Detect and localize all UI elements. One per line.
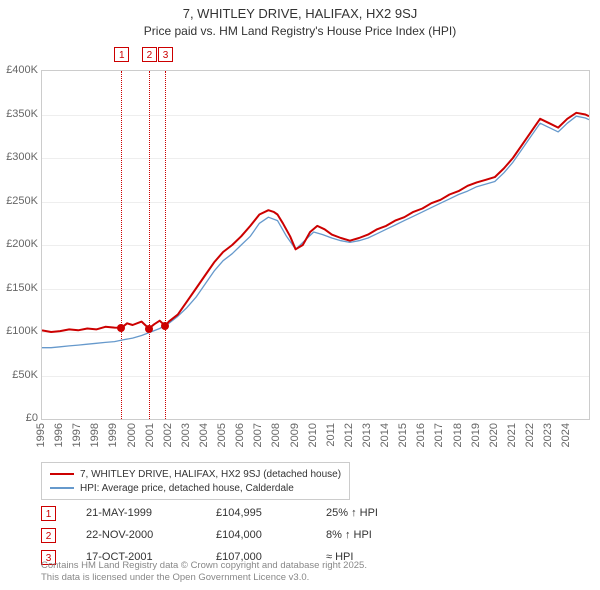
sale-marker <box>117 324 125 332</box>
x-tick-label: 2000 <box>126 423 138 447</box>
series-hpi <box>42 116 589 348</box>
series-property <box>42 113 589 332</box>
legend-swatch <box>50 473 74 475</box>
x-tick-label: 2006 <box>234 423 246 447</box>
sale-date: 21-MAY-1999 <box>86 507 216 519</box>
x-tick-label: 2009 <box>289 423 301 447</box>
x-tick-label: 2019 <box>470 423 482 447</box>
sale-marker-box: 1 <box>41 506 56 521</box>
chart-title: 7, WHITLEY DRIVE, HALIFAX, HX2 9SJ <box>0 6 600 21</box>
annotation-box: 3 <box>158 47 173 62</box>
footer-line: Contains HM Land Registry data © Crown c… <box>41 560 367 572</box>
legend-item: 7, WHITLEY DRIVE, HALIFAX, HX2 9SJ (deta… <box>50 467 341 481</box>
sale-date: 22-NOV-2000 <box>86 529 216 541</box>
annotation-box: 1 <box>114 47 129 62</box>
x-tick-label: 1996 <box>53 423 65 447</box>
y-tick-label: £250K <box>0 195 38 207</box>
x-tick-label: 2018 <box>452 423 464 447</box>
annotation-box: 2 <box>142 47 157 62</box>
y-tick-label: £150K <box>0 282 38 294</box>
sale-row: 2 22-NOV-2000 £104,000 8% ↑ HPI <box>41 526 372 544</box>
legend-label: HPI: Average price, detached house, Cald… <box>80 483 294 494</box>
y-tick-label: £200K <box>0 238 38 250</box>
x-tick-label: 1997 <box>71 423 83 447</box>
x-tick-label: 2003 <box>180 423 192 447</box>
x-tick-label: 2008 <box>270 423 282 447</box>
x-tick-label: 2020 <box>488 423 500 447</box>
y-tick-label: £0 <box>0 412 38 424</box>
x-tick-label: 1995 <box>35 423 47 447</box>
x-tick-label: 2012 <box>343 423 355 447</box>
x-tick-label: 2002 <box>162 423 174 447</box>
y-tick-label: £50K <box>0 369 38 381</box>
legend-swatch <box>50 487 74 489</box>
x-tick-label: 2013 <box>361 423 373 447</box>
sale-delta: 8% ↑ HPI <box>326 529 372 541</box>
x-tick-label: 2024 <box>560 423 572 447</box>
y-tick-label: £100K <box>0 325 38 337</box>
y-tick-label: £350K <box>0 108 38 120</box>
x-tick-label: 2022 <box>524 423 536 447</box>
y-tick-label: £400K <box>0 64 38 76</box>
x-tick-label: 2004 <box>198 423 210 447</box>
footer-line: This data is licensed under the Open Gov… <box>41 572 367 584</box>
x-tick-label: 2001 <box>144 423 156 447</box>
legend-label: 7, WHITLEY DRIVE, HALIFAX, HX2 9SJ (deta… <box>80 469 341 480</box>
sale-marker-box: 2 <box>41 528 56 543</box>
y-tick-label: £300K <box>0 151 38 163</box>
chart-subtitle: Price paid vs. HM Land Registry's House … <box>0 24 600 38</box>
footer: Contains HM Land Registry data © Crown c… <box>41 560 367 584</box>
x-tick-label: 2021 <box>506 423 518 447</box>
x-tick-label: 1999 <box>107 423 119 447</box>
sale-marker <box>145 325 153 333</box>
chart-container: 7, WHITLEY DRIVE, HALIFAX, HX2 9SJ Price… <box>0 0 600 590</box>
x-tick-label: 2023 <box>542 423 554 447</box>
x-tick-label: 2014 <box>379 423 391 447</box>
legend: 7, WHITLEY DRIVE, HALIFAX, HX2 9SJ (deta… <box>41 462 350 500</box>
x-tick-label: 2016 <box>415 423 427 447</box>
sale-marker <box>161 322 169 330</box>
x-tick-label: 2011 <box>325 423 337 447</box>
sale-delta: 25% ↑ HPI <box>326 507 378 519</box>
series-svg <box>42 71 589 419</box>
sale-row: 1 21-MAY-1999 £104,995 25% ↑ HPI <box>41 504 378 522</box>
x-tick-label: 2015 <box>397 423 409 447</box>
legend-item: HPI: Average price, detached house, Cald… <box>50 481 341 495</box>
x-tick-label: 2017 <box>433 423 445 447</box>
sale-price: £104,995 <box>216 507 326 519</box>
sale-price: £104,000 <box>216 529 326 541</box>
x-tick-label: 2007 <box>252 423 264 447</box>
plot-area: 123 <box>41 70 590 420</box>
x-tick-label: 2010 <box>307 423 319 447</box>
x-tick-label: 1998 <box>89 423 101 447</box>
x-tick-label: 2005 <box>216 423 228 447</box>
